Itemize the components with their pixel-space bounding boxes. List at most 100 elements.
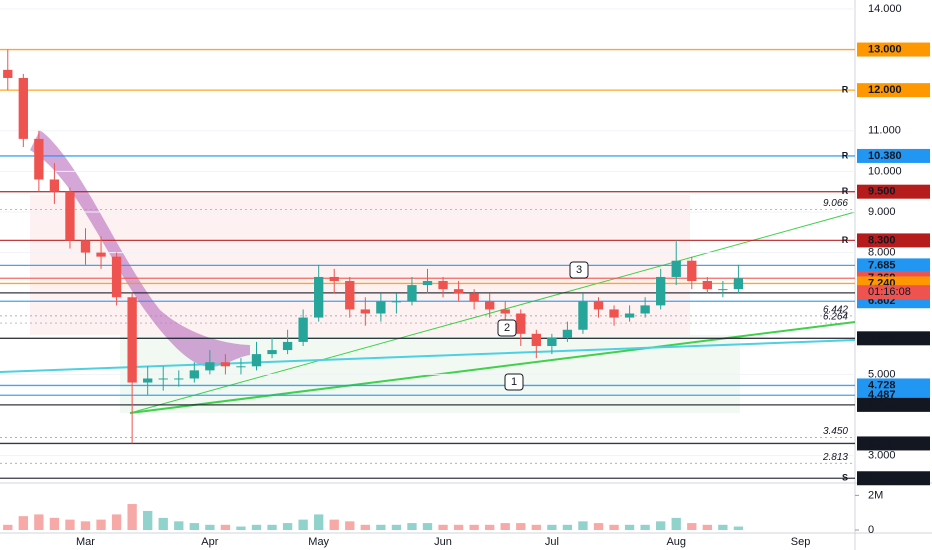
- volume-bar: [34, 514, 44, 530]
- candle-body: [143, 378, 153, 383]
- volume-bar: [96, 519, 106, 530]
- y-tick-label: 8.000: [868, 246, 896, 258]
- candle-body: [438, 281, 448, 290]
- candle-body: [516, 313, 526, 334]
- volume-bar: [18, 516, 28, 530]
- volume-bar: [453, 524, 464, 530]
- candle-body: [469, 293, 479, 302]
- callout: [504, 373, 524, 391]
- volume-bar: [593, 523, 604, 530]
- volume-bar: [516, 523, 526, 530]
- volume-bar: [609, 524, 619, 530]
- volume-bar: [282, 523, 293, 530]
- volume-bar: [547, 524, 557, 530]
- price-tag-label: 5.889: [868, 332, 896, 344]
- candle-body: [65, 191, 75, 241]
- level-text: 9.066: [823, 198, 848, 209]
- price-tag-label: 10.380: [868, 150, 902, 162]
- candle-body: [376, 301, 386, 314]
- level-text: 6.264: [823, 312, 848, 323]
- volume-bar: [500, 523, 510, 530]
- volume-bar: [267, 524, 277, 530]
- volume-bar: [733, 526, 744, 530]
- volume-bar: [65, 519, 75, 530]
- candle-body: [609, 309, 619, 318]
- candle-body: [702, 281, 712, 290]
- candle-body: [205, 362, 215, 371]
- volume-bar: [391, 524, 402, 530]
- candle-body: [96, 252, 106, 257]
- price-tag: [857, 42, 930, 57]
- level-marker: R: [842, 150, 849, 160]
- countdown: 01:16:08: [868, 286, 911, 298]
- candle-body: [174, 378, 184, 380]
- y-tick-label: 10.000: [868, 165, 902, 177]
- level-marker: R: [842, 85, 849, 95]
- price-tag-label: 4.250: [868, 399, 896, 411]
- candle-body: [624, 313, 635, 318]
- volume-bar: [671, 517, 681, 530]
- callout: [569, 261, 589, 279]
- price-tag: [857, 397, 930, 412]
- x-tick-label: Apr: [201, 536, 218, 548]
- x-tick-label: Sep: [791, 536, 811, 548]
- volume-tick-label: 0: [868, 524, 874, 536]
- price-tag-label: 3.300: [868, 437, 896, 449]
- volume-bar: [718, 524, 728, 530]
- candle-body: [329, 276, 339, 282]
- candle-body: [314, 276, 324, 318]
- volume-bar: [376, 524, 386, 530]
- price-tag-label: 8.300: [868, 234, 896, 246]
- y-tick-label: 11.000: [868, 125, 901, 137]
- x-tick-label: Jul: [545, 536, 559, 548]
- candle-body: [640, 305, 650, 314]
- volume-bar: [469, 524, 479, 530]
- candle-body: [158, 378, 168, 380]
- volume-bar: [624, 524, 635, 530]
- trendline: [0, 339, 856, 373]
- candle-body: [671, 260, 681, 277]
- level-marker: R: [842, 235, 849, 245]
- x-tick-label: Mar: [76, 536, 95, 548]
- x-tick-label: Aug: [666, 536, 686, 548]
- volume-bar: [640, 524, 650, 530]
- candle-body: [547, 337, 557, 346]
- level-marker: S: [842, 473, 848, 483]
- volume-bar: [111, 514, 122, 530]
- volume-bar: [656, 521, 666, 530]
- candle-body: [49, 179, 60, 192]
- price-tag: [857, 436, 930, 451]
- trendline: [129, 211, 856, 414]
- candle-body: [407, 285, 417, 302]
- volume-bar: [236, 526, 246, 530]
- candle-body: [345, 281, 355, 310]
- candle-body: [531, 333, 541, 346]
- candle-body: [34, 138, 44, 180]
- x-tick-label: Jun: [434, 536, 452, 548]
- y-tick-label: 3.000: [868, 450, 896, 462]
- candle-body: [267, 350, 277, 355]
- candle-body: [298, 317, 308, 342]
- volume-bar: [298, 519, 308, 530]
- price-tag: [857, 233, 930, 248]
- level-text: 2.813: [822, 452, 848, 463]
- candle-body: [360, 309, 370, 314]
- volume-bar: [189, 523, 199, 530]
- volume-bar: [49, 517, 60, 530]
- volume-bar: [329, 519, 339, 530]
- candle-body: [18, 77, 28, 139]
- ema-ribbon: [30, 130, 250, 367]
- candle-body: [251, 354, 262, 367]
- volume-bar: [407, 523, 417, 530]
- price-tag-label: 9.500: [868, 186, 896, 198]
- price-tag: [857, 83, 930, 98]
- price-tag: [857, 148, 930, 163]
- price-tag: [857, 331, 930, 346]
- candle-body: [391, 301, 402, 303]
- callout-label: 1: [511, 376, 517, 388]
- volume-bar: [360, 524, 370, 530]
- candle-body: [189, 370, 199, 379]
- candle-body: [453, 289, 464, 294]
- candle-body: [687, 260, 697, 282]
